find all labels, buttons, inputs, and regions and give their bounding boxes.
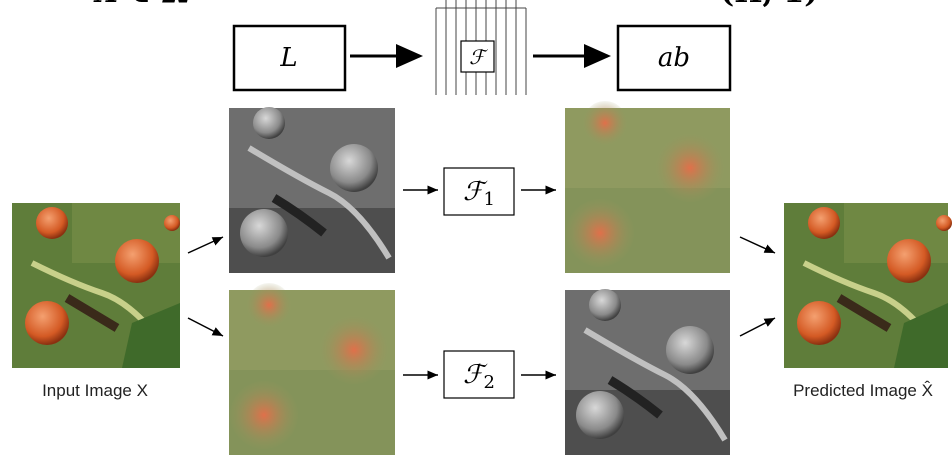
input-box-label: L [279,43,297,73]
grayscale-image [565,289,730,455]
formula-left: X ∈ ℝ [93,0,189,10]
subscript: 2 [484,372,495,393]
grayscale-image [229,107,395,273]
ab-image [229,283,395,455]
diagram: X ∈ ℝ (H, 1) L ℱ ab [0,0,952,466]
input-caption: Input Image X [42,381,148,400]
subscript: 1 [484,189,495,210]
arrow [740,318,775,336]
arrow [188,237,223,253]
arrow [740,237,775,253]
output-caption: Predicted Image X̂ [793,380,933,400]
input-image [12,203,180,368]
output-box-label: ab [658,43,690,73]
predicted-image [784,203,952,368]
formula-right: (H, 1) [720,0,819,10]
arrow [188,318,223,336]
ab-image [565,101,730,273]
